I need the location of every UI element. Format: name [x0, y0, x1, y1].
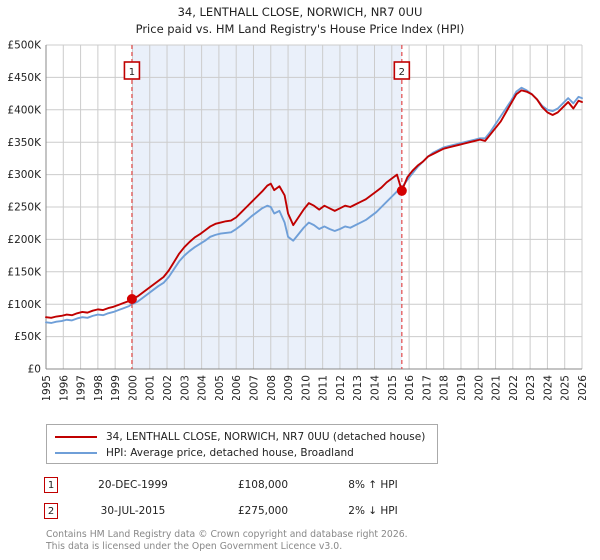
y-axis-tick-label: £350K: [7, 137, 42, 149]
page-title: 34, LENTHALL CLOSE, NORWICH, NR7 0UU: [177, 5, 423, 19]
sale-marker-badge[interactable]: [123, 61, 141, 80]
footer-attribution: Contains HM Land Registry data © Crown c…: [46, 529, 566, 552]
footer-line-1: Contains HM Land Registry data © Crown c…: [46, 529, 408, 540]
y-axis-tick-label: £50K: [14, 331, 42, 343]
x-axis-tick-label: 2018: [439, 375, 451, 400]
x-axis-tick-label: 2007: [248, 375, 260, 400]
legend-label-hpi: HPI: Average price, detached house, Broa…: [106, 447, 354, 459]
chart-legend: 34, LENTHALL CLOSE, NORWICH, NR7 0UU (de…: [46, 424, 438, 464]
y-axis-tick-label: £200K: [7, 234, 42, 246]
x-axis-tick-label: 2014: [370, 375, 382, 400]
transaction-date-2: 30-JUL-2015: [100, 505, 166, 517]
y-axis-tick-label: £450K: [7, 72, 42, 84]
legend-item-property: 34, LENTHALL CLOSE, NORWICH, NR7 0UU (de…: [55, 429, 429, 445]
y-axis-tick-label: £100K: [7, 299, 42, 311]
x-axis-tick-label: 1996: [58, 375, 70, 400]
x-axis-tick-label: 1998: [93, 375, 105, 400]
transaction-price-1: £108,000: [237, 479, 289, 491]
table-row: 2 30-JUL-2015 £275,000 2% ↓ HPI: [44, 498, 464, 524]
y-axis-tick-label: £250K: [7, 202, 42, 214]
page-subtitle: Price paid vs. HM Land Registry's House …: [135, 22, 465, 36]
sale-marker-badge-label: 1: [129, 67, 135, 78]
transaction-hpi-delta-1: 8% ↑ HPI: [348, 479, 398, 491]
chart-plot-area: £0 £50K £100K £150K £200K £250K £300K £350K £400…: [7, 40, 589, 400]
transaction-badge-2: 2: [44, 503, 58, 519]
y-axis-tick-label: £300K: [7, 169, 42, 181]
sale-point-marker[interactable]: [126, 294, 137, 305]
x-axis-tick-label: 2026: [577, 375, 589, 400]
x-axis-tick-label: 2016: [404, 375, 416, 400]
footer-line-2: This data is licensed under the Open Gov…: [46, 540, 343, 552]
x-axis-tick-label: 2003: [179, 375, 191, 400]
transaction-badge-1: 1: [44, 477, 58, 493]
x-axis-tick-label: 2022: [508, 375, 520, 400]
legend-item-hpi: HPI: Average price, detached house, Broa…: [55, 445, 429, 461]
legend-line-swatch-blue: [55, 452, 97, 454]
x-axis-tick-label: 2005: [214, 375, 226, 400]
x-axis-tick-label: 1997: [76, 375, 88, 400]
sale-marker-badge[interactable]: [393, 61, 411, 80]
x-axis-tick-label: 2011: [318, 375, 330, 400]
x-axis-tick-label: 2024: [542, 375, 554, 400]
x-axis-tick-label: 2017: [421, 375, 433, 400]
x-axis-tick-label: 2019: [456, 375, 468, 400]
y-axis-tick-label: £400K: [7, 104, 42, 116]
x-axis-tick-label: 2004: [197, 375, 209, 400]
y-axis-tick-label: £150K: [7, 266, 42, 278]
x-axis-tick-label: 2023: [525, 375, 537, 400]
legend-line-swatch-red: [55, 436, 97, 438]
y-axis-tick-label: £500K: [7, 40, 42, 52]
legend-label-property: 34, LENTHALL CLOSE, NORWICH, NR7 0UU (de…: [106, 431, 426, 443]
x-axis-tick-label: 1999: [110, 375, 122, 400]
title-block: 34, LENTHALL CLOSE, NORWICH, NR7 0UU Pri…: [0, 0, 600, 37]
transaction-date-1: 20-DEC-1999: [98, 479, 168, 491]
x-axis-tick-label: 2000: [127, 375, 139, 400]
transaction-price-2: £275,000: [237, 505, 289, 517]
table-row: 1 20-DEC-1999 £108,000 8% ↑ HPI: [44, 472, 464, 498]
transaction-hpi-delta-2: 2% ↓ HPI: [348, 505, 398, 517]
x-axis-tick-label: 2021: [491, 375, 503, 400]
x-axis-tick-label: 2008: [266, 375, 278, 400]
x-axis-tick-label: 2002: [162, 375, 174, 400]
x-axis-tick-label: 2010: [300, 375, 312, 400]
x-axis-tick-label: 2001: [145, 375, 157, 400]
x-axis-tick-label: 2015: [387, 375, 399, 400]
x-axis-tick-label: 2025: [560, 375, 572, 400]
x-axis-tick-label: 2009: [283, 375, 295, 400]
x-axis-tick-label: 2020: [473, 375, 485, 400]
x-axis-tick-label: 2012: [335, 375, 347, 400]
transactions-table: 1 20-DEC-1999 £108,000 8% ↑ HPI 2 30-JUL…: [44, 472, 464, 524]
x-axis-tick-label: 1995: [41, 375, 53, 400]
price-history-chart: £0 £50K £100K £150K £200K £250K £300K £350K £400…: [7, 40, 589, 400]
y-axis-tick-label: £0: [28, 364, 41, 376]
x-axis-tick-label: 2013: [352, 375, 364, 400]
x-axis-tick-label: 2006: [231, 375, 243, 400]
sale-marker-badge-label: 2: [399, 67, 405, 78]
sale-point-marker[interactable]: [396, 185, 407, 196]
